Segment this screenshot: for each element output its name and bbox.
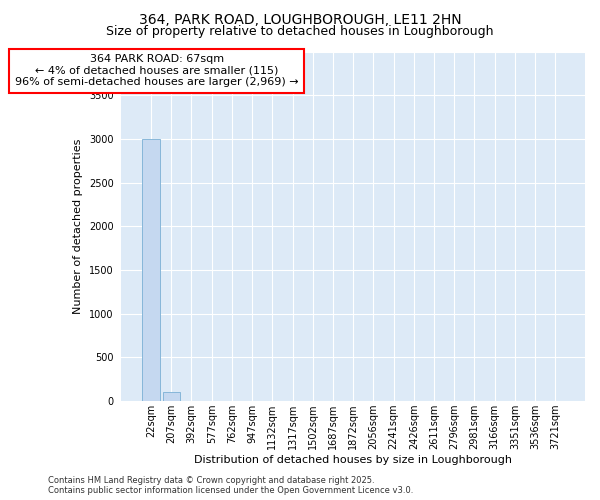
Bar — [142, 139, 160, 401]
X-axis label: Distribution of detached houses by size in Loughborough: Distribution of detached houses by size … — [194, 455, 512, 465]
Text: 364, PARK ROAD, LOUGHBOROUGH, LE11 2HN: 364, PARK ROAD, LOUGHBOROUGH, LE11 2HN — [139, 12, 461, 26]
Text: 364 PARK ROAD: 67sqm
← 4% of detached houses are smaller (115)
96% of semi-detac: 364 PARK ROAD: 67sqm ← 4% of detached ho… — [15, 54, 299, 88]
Bar — [163, 392, 180, 401]
Text: Size of property relative to detached houses in Loughborough: Size of property relative to detached ho… — [106, 25, 494, 38]
Y-axis label: Number of detached properties: Number of detached properties — [73, 138, 83, 314]
Text: Contains HM Land Registry data © Crown copyright and database right 2025.
Contai: Contains HM Land Registry data © Crown c… — [48, 476, 413, 495]
